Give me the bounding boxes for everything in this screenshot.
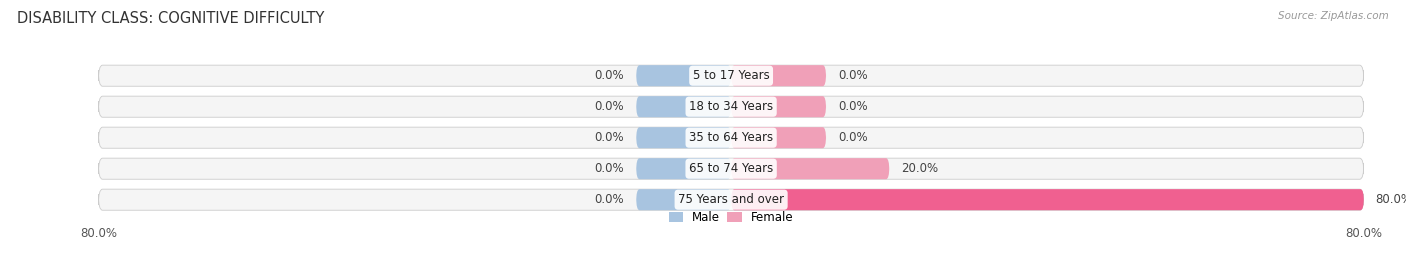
Legend: Male, Female: Male, Female (664, 207, 799, 229)
FancyBboxPatch shape (636, 127, 731, 148)
FancyBboxPatch shape (636, 158, 731, 179)
Text: 35 to 64 Years: 35 to 64 Years (689, 131, 773, 144)
Text: 0.0%: 0.0% (838, 100, 868, 113)
FancyBboxPatch shape (731, 96, 825, 117)
FancyBboxPatch shape (731, 189, 1364, 210)
Text: 20.0%: 20.0% (901, 162, 938, 175)
FancyBboxPatch shape (98, 189, 1364, 210)
FancyBboxPatch shape (636, 65, 731, 86)
FancyBboxPatch shape (731, 65, 825, 86)
FancyBboxPatch shape (731, 158, 889, 179)
Text: 75 Years and over: 75 Years and over (678, 193, 785, 206)
FancyBboxPatch shape (98, 65, 1364, 86)
Text: 0.0%: 0.0% (595, 69, 624, 82)
Text: 0.0%: 0.0% (838, 69, 868, 82)
FancyBboxPatch shape (636, 189, 731, 210)
Text: 0.0%: 0.0% (595, 193, 624, 206)
FancyBboxPatch shape (98, 96, 1364, 117)
FancyBboxPatch shape (731, 127, 825, 148)
Text: 0.0%: 0.0% (595, 100, 624, 113)
Text: DISABILITY CLASS: COGNITIVE DIFFICULTY: DISABILITY CLASS: COGNITIVE DIFFICULTY (17, 11, 325, 26)
Text: 0.0%: 0.0% (838, 131, 868, 144)
FancyBboxPatch shape (98, 158, 1364, 179)
Text: 65 to 74 Years: 65 to 74 Years (689, 162, 773, 175)
Text: 18 to 34 Years: 18 to 34 Years (689, 100, 773, 113)
FancyBboxPatch shape (98, 127, 1364, 148)
Text: 0.0%: 0.0% (595, 131, 624, 144)
Text: Source: ZipAtlas.com: Source: ZipAtlas.com (1278, 11, 1389, 21)
Text: 80.0%: 80.0% (1375, 193, 1406, 206)
FancyBboxPatch shape (636, 96, 731, 117)
Text: 5 to 17 Years: 5 to 17 Years (693, 69, 769, 82)
Text: 0.0%: 0.0% (595, 162, 624, 175)
